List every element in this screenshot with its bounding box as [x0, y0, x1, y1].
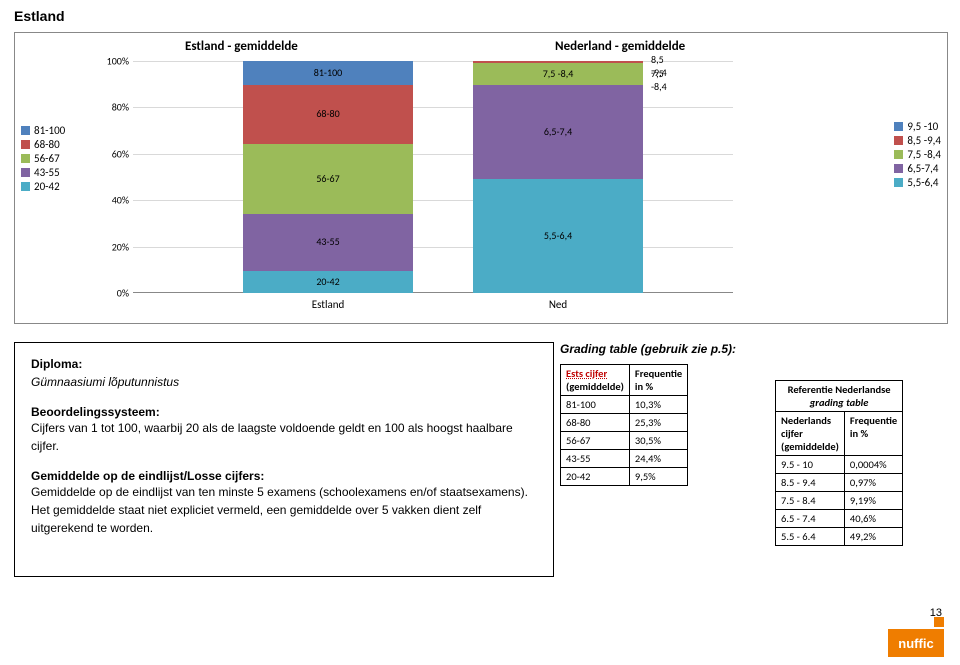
table-row: 9.5 - 100,0004%	[776, 456, 903, 474]
bar-column: 5,5-6,46,5-7,47,5 -8,48,5 -9,47,5 -8,4Ne…	[473, 61, 643, 293]
system-text: Cijfers van 1 tot 100, waarbij 20 als de…	[31, 419, 537, 455]
chart-title-right: Nederland - gemiddelde	[555, 39, 685, 54]
table-row: 68-8025,3%	[561, 414, 688, 432]
bar-segment: 20-42	[243, 271, 413, 293]
legend-item: 81-100	[21, 124, 65, 137]
table-row: 7.5 - 8.49,19%	[776, 492, 903, 510]
legend-item: 43-55	[21, 166, 65, 179]
bar-segment: 5,5-6,4	[473, 179, 643, 293]
bar-segment: 7,5 -8,4	[473, 63, 643, 84]
legend-item: 9,5 -10	[894, 120, 941, 133]
legend-item: 56-67	[21, 152, 65, 165]
bar-segment: 56-67	[243, 144, 413, 215]
table-row: 56-6730,5%	[561, 432, 688, 450]
table-row: 81-10010,3%	[561, 396, 688, 414]
description-box: Diploma: Gümnaasiumi lõputunnistus Beoor…	[14, 342, 554, 577]
diploma-label: Diploma:	[31, 357, 537, 371]
legend-right: 9,5 -108,5 -9,47,5 -8,46,5-7,45,5-6,4	[894, 119, 941, 190]
table-row: 6.5 - 7.440,6%	[776, 510, 903, 528]
bar-column: 20-4243-5556-6768-8081-100Estland	[243, 61, 413, 293]
table-row: 8.5 - 9.40,97%	[776, 474, 903, 492]
nuffic-logo: nuffic	[888, 617, 944, 657]
table-row: 20-429,5%	[561, 468, 688, 486]
ref-nl-table: Referentie Nederlandsegrading table Nede…	[775, 380, 903, 546]
avg-label: Gemiddelde op de eindlijst/Losse cijfers…	[31, 469, 537, 483]
bar-segment: 6,5-7,4	[473, 85, 643, 179]
legend-item: 68-80	[21, 138, 65, 151]
page-header: Estland	[14, 8, 946, 24]
y-axis: 0%20%40%60%80%100%	[93, 61, 131, 293]
diploma-value: Gümnaasiumi lõputunnistus	[31, 375, 537, 389]
plot-region: 0%20%40%60%80%100% 20-4243-5556-6768-808…	[133, 61, 733, 293]
bar-segment: 81-100	[243, 61, 413, 85]
legend-item: 8,5 -9,4	[894, 134, 941, 147]
avg-text: Gemiddelde op de eindlijst van ten minst…	[31, 483, 537, 537]
table-row: 43-5524,4%	[561, 450, 688, 468]
legend-item: 7,5 -8,4	[894, 148, 941, 161]
legend-item: 6,5-7,4	[894, 162, 941, 175]
legend-left: 81-10068-8056-6743-5520-42	[21, 123, 65, 194]
legend-item: 20-42	[21, 180, 65, 193]
chart-title-left: Estland - gemiddelde	[185, 39, 298, 54]
bar-segment: 43-55	[243, 214, 413, 271]
system-label: Beoordelingssysteem:	[31, 405, 537, 419]
bar-segment	[473, 61, 643, 63]
grading-hint: Grading table (gebruik zie p.5):	[560, 342, 736, 356]
ests-table: Ests cijfer(gemiddelde) Frequentiein % 8…	[560, 364, 688, 486]
legend-item: 5,5-6,4	[894, 176, 941, 189]
table-row: 5.5 - 6.449,2%	[776, 528, 903, 546]
bar-segment: 68-80	[243, 85, 413, 144]
stacked-bar-chart: Estland - gemiddelde Nederland - gemidde…	[14, 32, 948, 324]
